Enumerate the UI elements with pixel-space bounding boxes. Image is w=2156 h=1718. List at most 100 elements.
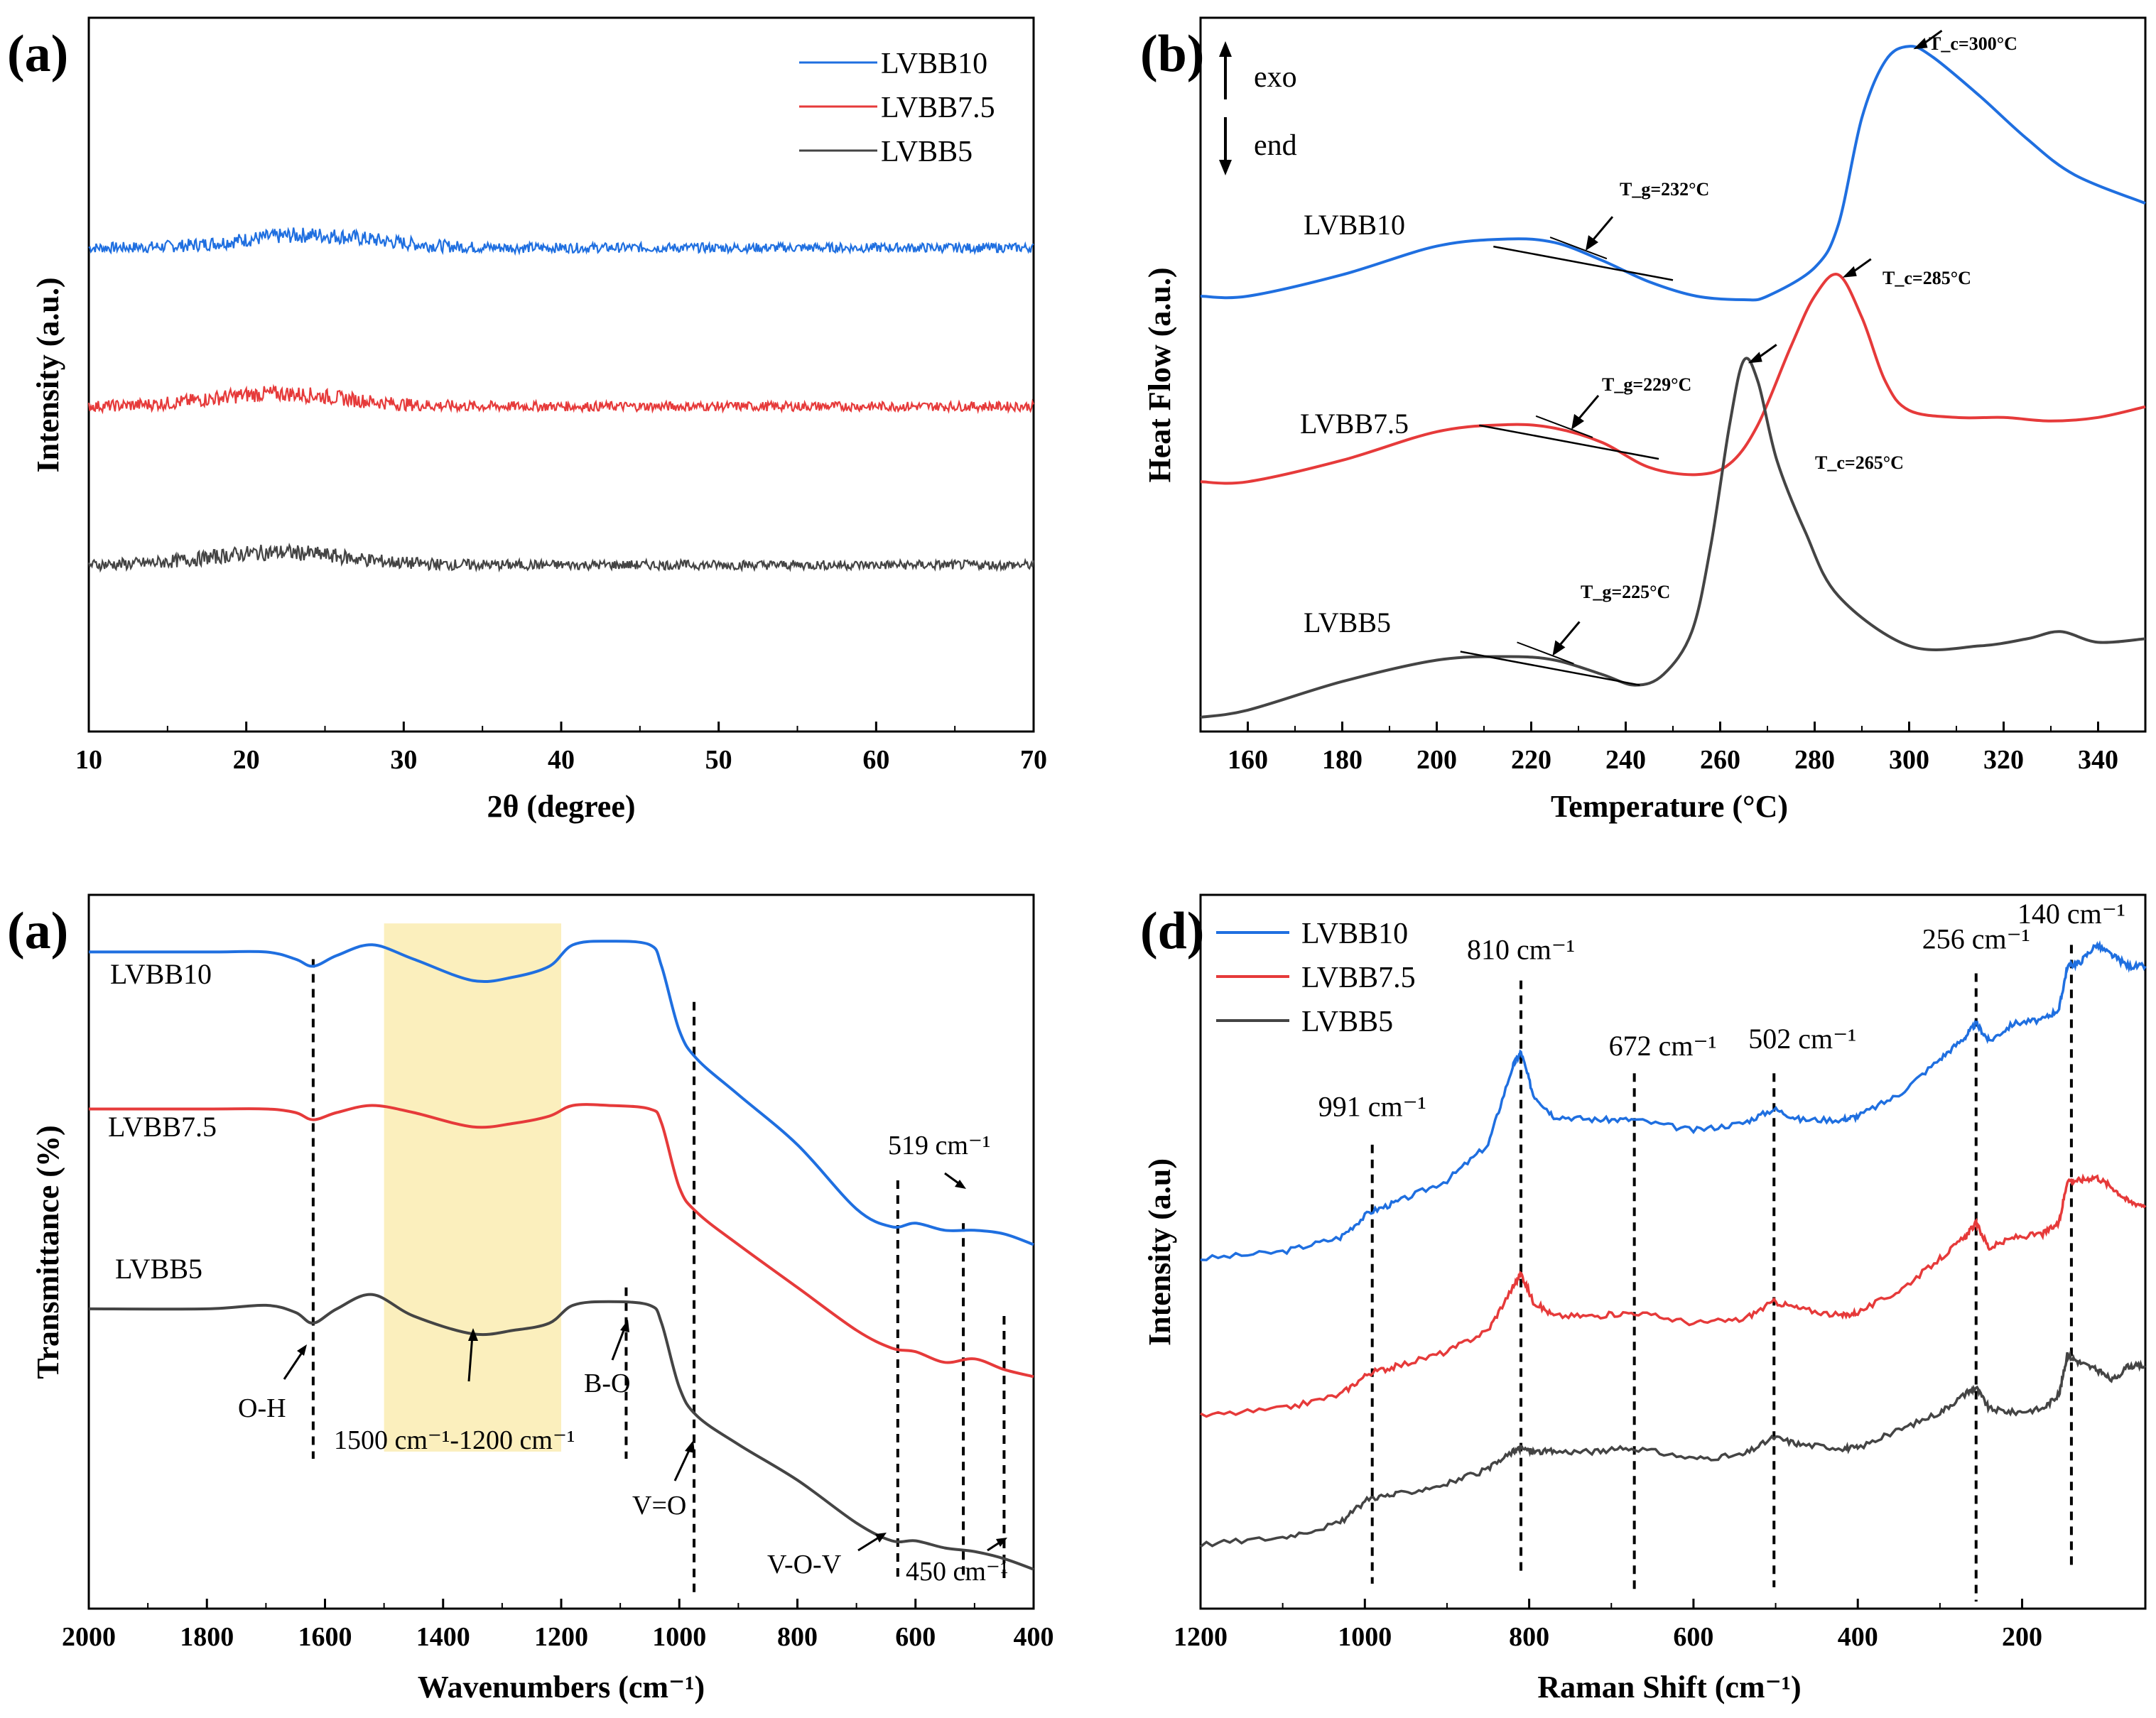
band-range-label: 1500 cm⁻¹-1200 cm⁻¹ bbox=[334, 1425, 575, 1455]
dsc-tick-label-240: 240 bbox=[1605, 745, 1646, 775]
ftir-tick-label-1600: 1600 bbox=[298, 1622, 352, 1652]
dsc-tick-label-320: 320 bbox=[1983, 745, 2024, 775]
ftir-tick-label-1000: 1000 bbox=[652, 1622, 706, 1652]
ftir-series bbox=[88, 940, 1034, 1571]
ftir-y-axis-label: Transmittance (%) bbox=[31, 1125, 65, 1379]
dsc-tick-label-220: 220 bbox=[1511, 745, 1551, 775]
raman-tick-label-600: 600 bbox=[1673, 1622, 1713, 1652]
legend-label-lvbb10: LVBB10 bbox=[1301, 918, 1408, 950]
dsc-tick-label-160: 160 bbox=[1228, 745, 1268, 775]
panel-xrd: (a) 10 20 30 40 50 60 70 2θ (degree) Intensity… bbox=[7, 16, 1047, 824]
dsc-line-lvbb10 bbox=[1200, 45, 2146, 302]
xrd-tick-label-20: 20 bbox=[233, 745, 260, 775]
bo-arrow bbox=[611, 1326, 627, 1361]
xrd-y-axis-label: Intensity (a.u.) bbox=[31, 277, 65, 472]
dsc-tick-label-280: 280 bbox=[1794, 745, 1835, 775]
tg-tangent-lvbb7-5 bbox=[1479, 424, 1659, 460]
dsc-x-axis-label: Temperature (°C) bbox=[1551, 789, 1788, 824]
raman-peak-label-502: 502 cm⁻¹ bbox=[1748, 1023, 1856, 1055]
tg-arrow-head-lvbb10 bbox=[1585, 235, 1598, 251]
dsc-series bbox=[1200, 29, 2146, 719]
tg-arrow-head-lvbb7-5 bbox=[1571, 413, 1585, 430]
tg-tick-lvbb10 bbox=[1549, 237, 1608, 260]
ftir-tick-label-1200: 1200 bbox=[534, 1622, 588, 1652]
xrd-x-axis-label: 2θ (degree) bbox=[487, 789, 635, 824]
tc-label-lvbb5: T_c=265°C bbox=[1815, 452, 1904, 473]
vov-arrow-head bbox=[875, 1533, 887, 1543]
tg-tick-lvbb5 bbox=[1517, 641, 1574, 665]
dsc-tick-label-180: 180 bbox=[1322, 745, 1363, 775]
xrd-line-lvbb5 bbox=[87, 543, 1035, 573]
dsc-tick-label-340: 340 bbox=[2078, 745, 2118, 775]
ftir-tick-label-1400: 1400 bbox=[416, 1622, 470, 1652]
oh-arrow bbox=[283, 1349, 305, 1380]
exo-label: exo bbox=[1254, 61, 1297, 94]
dsc-line-lvbb7-5 bbox=[1200, 273, 2146, 485]
oh-arrow-head bbox=[297, 1344, 307, 1356]
raman-tick-label-200: 200 bbox=[2002, 1622, 2042, 1652]
panel-label-d: (d) bbox=[1140, 902, 1204, 960]
p450-arrow-head bbox=[996, 1538, 1007, 1547]
raman-peak-label-140: 140 cm⁻¹ bbox=[2017, 898, 2125, 930]
raman-peak-label-256: 256 cm⁻¹ bbox=[1922, 923, 2030, 955]
legend-label-lvbb5: LVBB5 bbox=[881, 136, 973, 168]
ftir-line-lvbb7-5 bbox=[89, 1103, 1034, 1379]
ftir-tick-label-800: 800 bbox=[777, 1622, 818, 1652]
panel-dsc: (b) 160 180 200 220 240 260 280 300 320 340 Tempe… bbox=[1140, 16, 2147, 824]
dsc-y-axis-label: Heat Flow (a.u.) bbox=[1142, 267, 1177, 482]
vo-arrow-head bbox=[685, 1440, 695, 1453]
xrd-tick-label-40: 40 bbox=[548, 745, 575, 775]
panel-label-a: (a) bbox=[7, 25, 68, 83]
raman-legend: LVBB10 LVBB7.5 LVBB5 bbox=[1216, 918, 1416, 1038]
dsc-line-lvbb5 bbox=[1200, 357, 2146, 719]
ftir-tick-label-400: 400 bbox=[1014, 1622, 1054, 1652]
ftir-line-lvbb10 bbox=[88, 940, 1034, 1246]
ftir-tick-label-2000: 2000 bbox=[62, 1622, 116, 1652]
end-label: end bbox=[1254, 129, 1297, 162]
dsc-series-label-lvbb5: LVBB5 bbox=[1304, 607, 1391, 638]
vo-arrow bbox=[673, 1447, 692, 1481]
legend-label-lvbb7-5: LVBB7.5 bbox=[881, 92, 995, 124]
xrd-tick-label-70: 70 bbox=[1020, 745, 1047, 775]
legend-label-lvbb7-5: LVBB7.5 bbox=[1301, 962, 1416, 994]
xrd-tick-label-60: 60 bbox=[862, 745, 889, 775]
tc-arrow-head-lvbb7-5 bbox=[1842, 266, 1857, 278]
ftir-tick-label-600: 600 bbox=[895, 1622, 936, 1652]
tc-arrow-head-lvbb10 bbox=[1913, 38, 1928, 50]
ftir-tick-label-1800: 1800 bbox=[180, 1622, 234, 1652]
tg-label-lvbb7-5: T_g=229°C bbox=[1602, 374, 1691, 395]
tc-arrow-head-lvbb5 bbox=[1748, 352, 1762, 364]
raman-peak-label-672: 672 cm⁻¹ bbox=[1609, 1030, 1717, 1062]
ftir-x-axis-label: Wavenumbers (cm⁻¹) bbox=[418, 1670, 705, 1705]
dsc-series-label-lvbb10: LVBB10 bbox=[1304, 209, 1405, 241]
vov-arrow bbox=[857, 1535, 882, 1552]
raman-series bbox=[1199, 940, 2147, 1548]
raman-y-axis-label: Intensity (a.u) bbox=[1142, 1158, 1177, 1346]
ftir-annotations: O-H 1500 cm⁻¹-1200 cm⁻¹ B-O V=O V-O-V 45… bbox=[238, 1131, 1008, 1587]
xrd-series bbox=[87, 227, 1035, 573]
band-arrow bbox=[467, 1334, 474, 1382]
xrd-tick-label-50: 50 bbox=[705, 745, 732, 775]
ftir-series-label-lvbb10: LVBB10 bbox=[110, 958, 212, 990]
oh-label: O-H bbox=[238, 1393, 286, 1423]
p519-arrow-head bbox=[955, 1180, 966, 1189]
raman-line-lvbb5 bbox=[1199, 1349, 2146, 1548]
xrd-line-lvbb7-5 bbox=[87, 384, 1035, 415]
xrd-x-ticks: 10 20 30 40 50 60 70 bbox=[75, 722, 1047, 775]
dsc-tick-label-200: 200 bbox=[1416, 745, 1457, 775]
tg-arrow-head-lvbb5 bbox=[1552, 640, 1566, 656]
xrd-line-lvbb10 bbox=[88, 227, 1034, 256]
ftir-x-ticks: 2000 1800 1600 1400 1200 1000 800 600 400 bbox=[62, 1599, 1054, 1652]
raman-tick-label-1200: 1200 bbox=[1174, 1622, 1228, 1652]
raman-tick-label-800: 800 bbox=[1509, 1622, 1549, 1652]
p519-label: 519 cm⁻¹ bbox=[888, 1131, 990, 1160]
vov-label: V-O-V bbox=[767, 1550, 842, 1580]
tc-label-lvbb7-5: T_c=285°C bbox=[1883, 268, 1971, 288]
legend-label-lvbb10: LVBB10 bbox=[881, 48, 987, 80]
p450-label: 450 cm⁻¹ bbox=[906, 1557, 1008, 1587]
xrd-tick-label-30: 30 bbox=[390, 745, 417, 775]
dsc-tick-label-260: 260 bbox=[1700, 745, 1740, 775]
panel-raman: (d) 1200 1000 800 600 400 200 991 cm⁻¹ 810 cm⁻… bbox=[1140, 893, 2147, 1705]
tg-tangent-lvbb10 bbox=[1493, 245, 1674, 281]
